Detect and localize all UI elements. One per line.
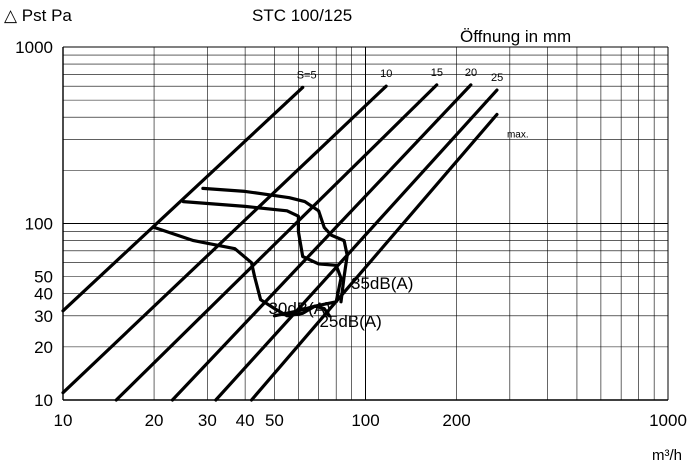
- y-tick-label: 10: [34, 391, 53, 410]
- noise-curve-label: 25dB(A): [319, 312, 381, 331]
- series-layer: [61, 83, 499, 402]
- opening-title: Öffnung in mm: [460, 27, 571, 46]
- x-axis-label: m³/h: [652, 447, 682, 464]
- y-axis-label: △ Pst Pa: [4, 6, 72, 25]
- opening-label: S=5: [297, 69, 317, 81]
- y-tick-label: 1000: [15, 38, 53, 57]
- x-tick-label: 10: [54, 411, 73, 430]
- y-tick-label: 30: [34, 307, 53, 326]
- opening-label: 25: [491, 72, 503, 84]
- axis-layer: [62, 47, 668, 401]
- grid-layer: [62, 46, 669, 401]
- opening-line: [61, 84, 388, 395]
- y-tick-label: 40: [34, 285, 53, 304]
- x-tick-label: 200: [442, 411, 470, 430]
- opening-line: [61, 85, 305, 313]
- opening-line: [114, 83, 439, 402]
- opening-line: [214, 88, 499, 402]
- opening-line: [249, 112, 499, 402]
- x-tick-label: 1000: [649, 411, 687, 430]
- opening-label: 15: [431, 67, 443, 79]
- noise-curve: [152, 225, 331, 318]
- noise-curve-label: 35dB(A): [351, 274, 413, 293]
- noise-curve-label: 30dB(A): [268, 299, 330, 318]
- opening-label: 20: [465, 67, 477, 79]
- x-tick-label: 50: [265, 411, 284, 430]
- noise-curve: [201, 186, 349, 304]
- x-tick-label: 40: [236, 411, 255, 430]
- y-tick-label: 100: [25, 215, 53, 234]
- opening-label: 10: [380, 68, 392, 80]
- x-tick-label: 100: [351, 411, 379, 430]
- opening-line: [170, 83, 473, 402]
- y-tick-label: 20: [34, 338, 53, 357]
- x-tick-label: 20: [145, 411, 164, 430]
- opening-label: max.: [507, 129, 529, 140]
- chart-title: STC 100/125: [252, 6, 352, 25]
- x-tick-label: 30: [198, 411, 217, 430]
- label-layer: △ Pst Pa STC 100/125 Öffnung in mm m³/h …: [4, 6, 687, 464]
- y-tick-label: 50: [34, 268, 53, 287]
